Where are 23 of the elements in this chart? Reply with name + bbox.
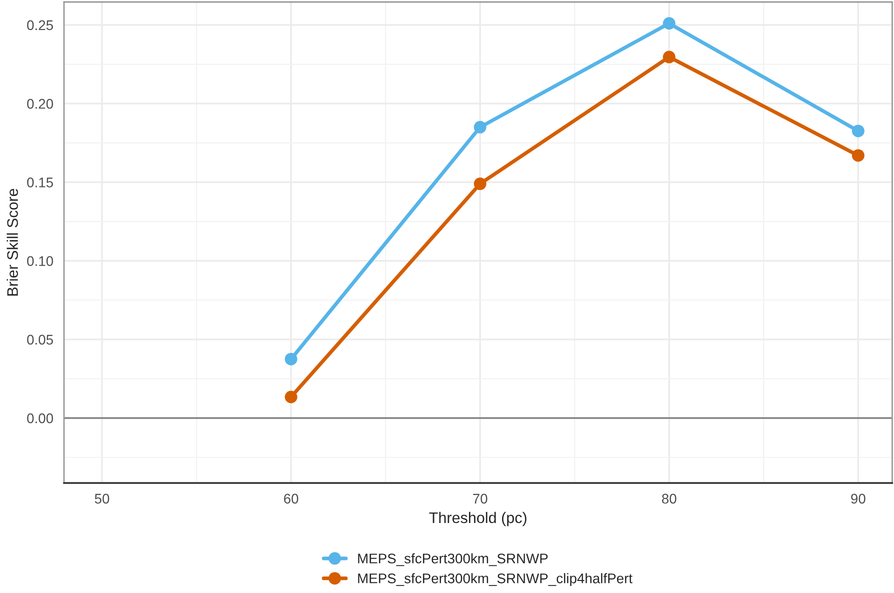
x-tick-label: 60 [284, 494, 298, 504]
point [284, 390, 298, 404]
x-tick-label: 80 [662, 494, 676, 504]
x-tick-label: 90 [851, 494, 866, 504]
y-tick-label: 0.00 [27, 413, 54, 424]
point [662, 50, 676, 64]
x-tick-label: 50 [94, 494, 110, 504]
x-axis-title: Threshold (pc) [429, 512, 526, 526]
legend-label: MEPS_sfcPert300km_SRNWP_clip4halfPert [358, 573, 632, 586]
y-tick-label: 0.20 [27, 98, 54, 109]
legend-label: MEPS_sfcPert300km_SRNWP [358, 553, 548, 566]
y-tick-label: 0.25 [27, 20, 54, 30]
y-axis-title: Brier Skill Score [6, 188, 18, 296]
point [662, 17, 676, 30]
x-tick-label: 70 [473, 494, 488, 504]
point [474, 120, 486, 134]
point [474, 178, 486, 190]
point [284, 352, 298, 366]
y-tick-label: 0.10 [27, 256, 54, 266]
point [852, 124, 864, 138]
y-tick-label: 0.15 [27, 178, 54, 188]
y-tick-label: 0.05 [27, 334, 54, 345]
point [852, 149, 864, 162]
